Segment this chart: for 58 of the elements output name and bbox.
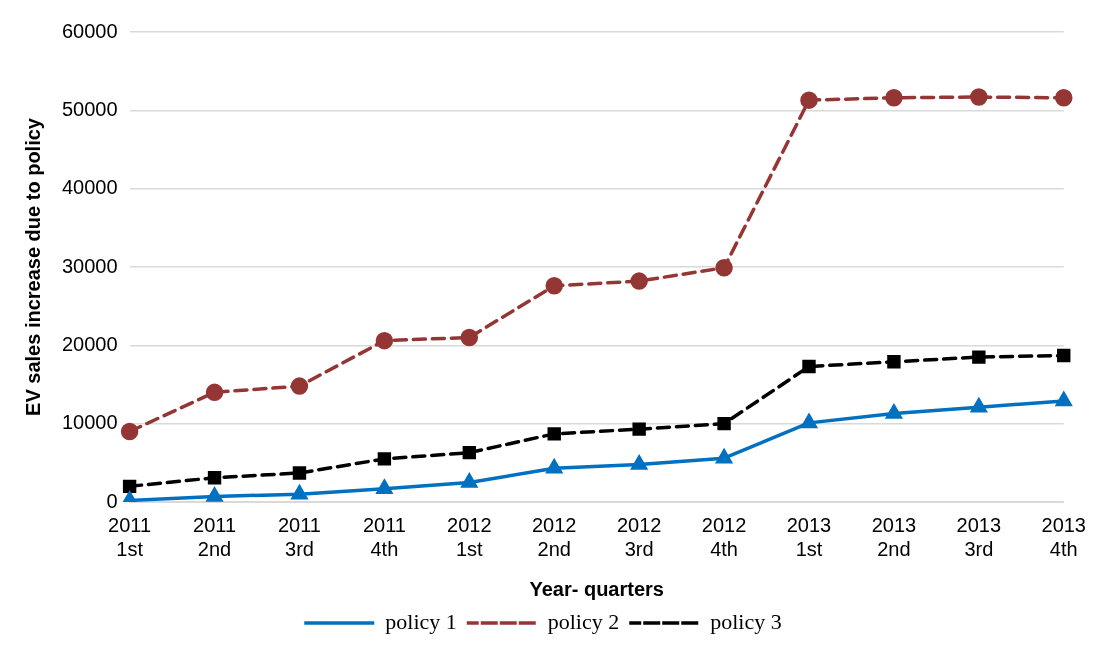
point	[376, 479, 393, 494]
point	[632, 422, 646, 436]
y-tick-label: 30000	[61, 254, 118, 277]
point	[206, 487, 223, 502]
point	[885, 89, 903, 107]
point	[547, 427, 561, 441]
point	[715, 259, 733, 277]
legend-label: policy 3	[710, 608, 782, 634]
y-tick-label: 60000	[61, 19, 118, 42]
x-tick-label: 2011 1st	[108, 513, 152, 560]
point	[205, 383, 224, 402]
point	[886, 404, 902, 419]
x-tick-label: 2012 1st	[447, 513, 492, 560]
x-axis-title: Year- quarters	[529, 577, 664, 600]
y-tick-label: 50000	[61, 97, 118, 120]
x-tick-label: 2013 4th	[1041, 513, 1086, 560]
y-tick-label: 10000	[61, 411, 118, 434]
point	[292, 466, 307, 480]
point	[1055, 89, 1073, 107]
x-tick-label: 2012 3rd	[616, 513, 662, 560]
legend-label: policy 2	[547, 608, 620, 634]
y-tick-label: 0	[106, 489, 118, 512]
point	[631, 455, 647, 470]
point	[972, 350, 986, 364]
point	[122, 479, 137, 494]
point	[461, 473, 478, 488]
point	[460, 328, 479, 347]
point	[462, 445, 476, 460]
x-tick-label: 2013 1st	[786, 513, 832, 560]
point	[377, 452, 392, 466]
x-tick-label: 2012 4th	[701, 513, 747, 560]
point	[120, 422, 139, 441]
y-axis-title: EV sales increase due to policy	[21, 117, 44, 416]
point	[630, 272, 648, 290]
point	[971, 398, 987, 413]
point	[291, 485, 308, 500]
legend-label: policy 1	[385, 608, 457, 634]
point	[290, 377, 309, 395]
x-tick-label: 2011 4th	[362, 513, 406, 560]
point	[717, 416, 731, 431]
x-tick-label: 2013 2nd	[871, 513, 917, 560]
point	[970, 88, 988, 106]
y-tick-label: 20000	[61, 332, 118, 355]
point	[1057, 348, 1071, 363]
point	[801, 414, 817, 429]
point	[207, 471, 222, 485]
point	[800, 91, 818, 109]
point	[887, 355, 901, 369]
point	[1055, 392, 1072, 407]
point	[802, 359, 816, 374]
x-tick-label: 2011 3rd	[277, 513, 321, 560]
point	[716, 449, 732, 464]
point	[375, 331, 394, 350]
y-tick-label: 40000	[61, 176, 118, 199]
x-tick-label: 2012 2nd	[531, 513, 577, 560]
x-tick-label: 2011 2nd	[193, 513, 237, 560]
x-tick-label: 2013 3rd	[956, 513, 1002, 560]
point	[545, 277, 563, 295]
